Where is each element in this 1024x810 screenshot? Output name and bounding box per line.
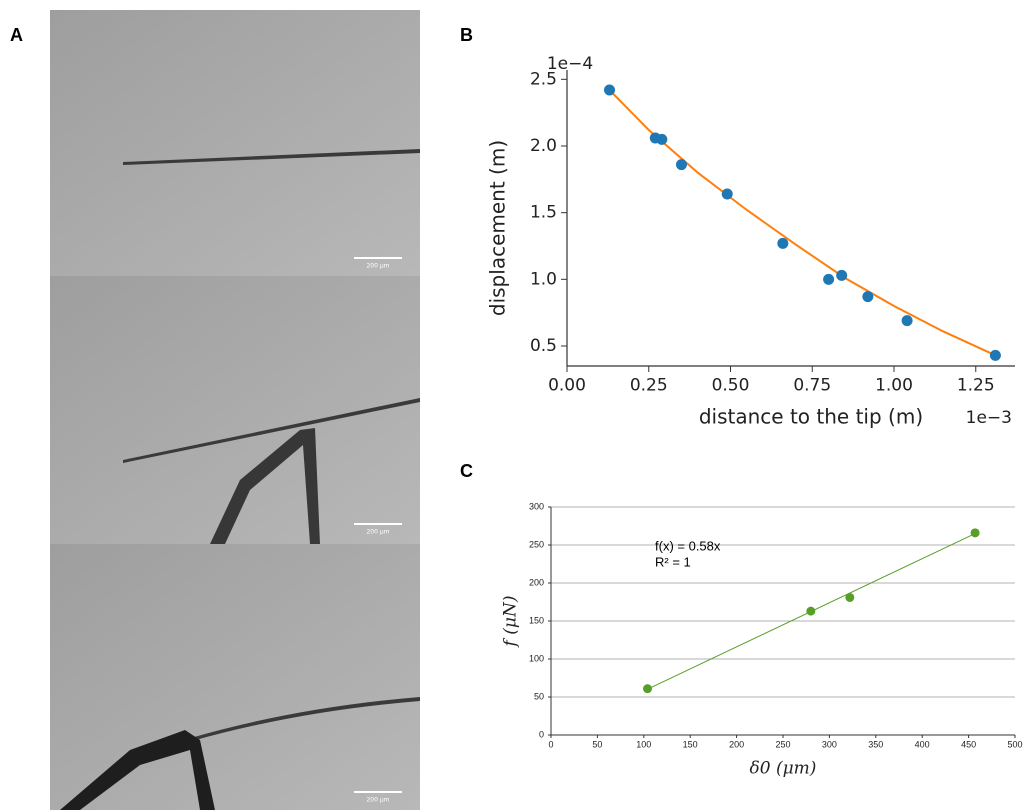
y-tick-label: 1.5 (530, 203, 557, 223)
panel-label: C (460, 461, 473, 481)
x-tick-label: 450 (961, 740, 976, 750)
data-point (721, 188, 733, 200)
data-point (845, 592, 855, 602)
y-tick-label: 2.0 (530, 136, 557, 156)
x-tick-label: 0.00 (548, 376, 586, 396)
x-tick-label: 150 (683, 740, 698, 750)
x-tick-label: 200 (729, 740, 744, 750)
x-tick-label: 100 (636, 740, 651, 750)
data-point (836, 269, 848, 281)
x-tick-label: 0 (548, 740, 553, 750)
data-point (806, 606, 816, 616)
x-tick-label: 500 (1007, 740, 1022, 750)
y-tick-label: 300 (529, 501, 544, 511)
data-point (656, 133, 668, 145)
data-point (862, 291, 874, 303)
y-tick-label: 2.5 (530, 69, 557, 89)
y-tick-label: 0 (539, 729, 544, 739)
y-offset-label: 1e−4 (547, 54, 593, 74)
annotation: f(x) = 0.58x (655, 538, 721, 553)
data-point (643, 684, 653, 694)
x-tick-label: 0.25 (630, 376, 668, 396)
x-tick-label: 0.50 (712, 376, 750, 396)
y-tick-label: 1.0 (530, 269, 557, 289)
x-tick-label: 1.25 (957, 376, 995, 396)
x-tick-label: 300 (822, 740, 837, 750)
data-point (901, 315, 913, 327)
x-tick-label: 0.75 (793, 376, 831, 396)
x-tick-label: 250 (775, 740, 790, 750)
y-tick-label: 100 (529, 653, 544, 663)
data-point (970, 528, 980, 538)
y-tick-label: 250 (529, 539, 544, 549)
annotation: R² = 1 (655, 554, 691, 569)
y-tick-label: 50 (534, 691, 544, 701)
micrograph: 200 µm (50, 544, 420, 810)
y-tick-label: 200 (529, 577, 544, 587)
scale-bar-label: 200 µm (366, 263, 389, 270)
y-tick-label: 0.5 (530, 336, 557, 356)
x-tick-label: 50 (592, 740, 602, 750)
data-point (989, 349, 1001, 361)
scale-bar-label: 200 µm (366, 529, 389, 536)
micrograph: 200 µm (50, 10, 420, 276)
x-tick-label: 400 (915, 740, 930, 750)
x-tick-label: 1.00 (875, 376, 913, 396)
y-axis-label: f (μN) (501, 596, 521, 649)
data-point (675, 159, 687, 171)
scale-bar-label: 200 µm (366, 797, 389, 804)
x-offset-label: 1e−3 (966, 408, 1012, 428)
panel-label: A (10, 25, 23, 45)
x-axis-label: distance to the tip (m) (699, 405, 923, 429)
data-point (823, 273, 835, 285)
fit-line (608, 89, 996, 357)
x-axis-label: δ0 (μm) (750, 759, 817, 779)
micrograph: 200 µm (50, 276, 420, 544)
y-tick-label: 150 (529, 615, 544, 625)
data-point (777, 237, 789, 249)
x-tick-label: 350 (868, 740, 883, 750)
data-point (604, 84, 616, 96)
panel-label: B (460, 25, 473, 45)
y-axis-label: displacement (m) (486, 140, 510, 316)
